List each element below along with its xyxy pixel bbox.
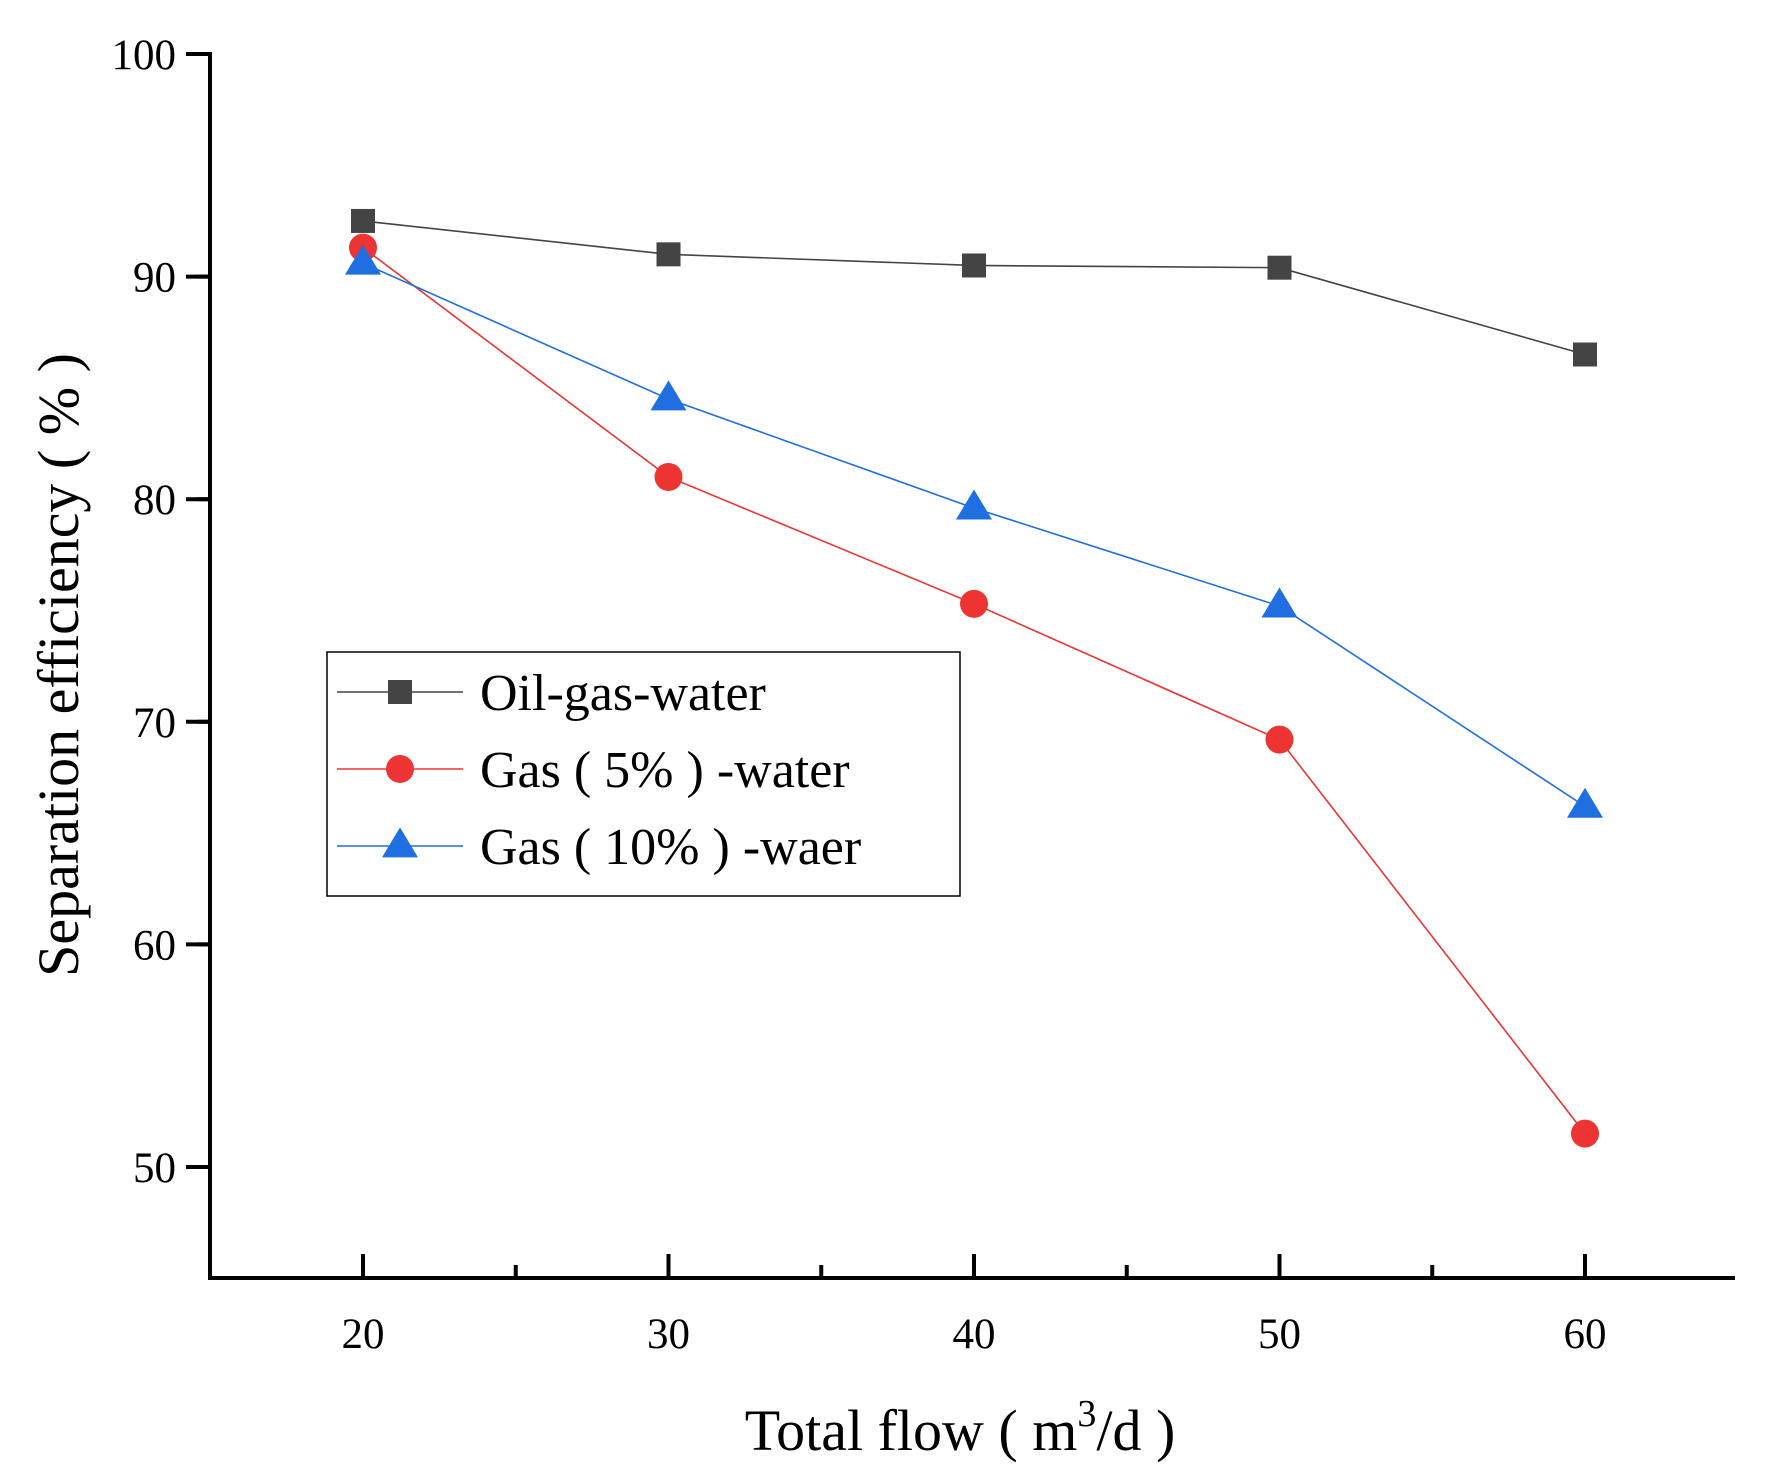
x-tick-label: 60 [1564, 1311, 1607, 1358]
legend: Oil-gas-water Gas ( 5% ) -water Gas ( 10% … [326, 651, 961, 897]
x-axis-title-unit: /d ) [1096, 1398, 1175, 1463]
y-tick-label: 70 [133, 700, 176, 747]
y-tick-label: 100 [112, 32, 177, 79]
point-square-marker [1267, 255, 1292, 280]
series-circle [349, 233, 1599, 1148]
point-triangle-marker [382, 827, 418, 858]
point-circle-marker [1571, 1119, 1599, 1148]
point-triangle-marker [1261, 587, 1298, 618]
series-layer [345, 208, 1603, 1148]
point-square-marker [388, 680, 412, 704]
point-triangle-marker [345, 244, 381, 275]
y-tick-label: 50 [133, 1145, 176, 1192]
point-square-marker [351, 208, 375, 233]
x-tick-label: 30 [647, 1311, 690, 1358]
axis-titles: Total flow ( m3/d ) Separation efficienc… [26, 353, 1175, 1463]
point-square-marker [962, 253, 986, 278]
legend-label: Gas ( 10% ) -waer [480, 819, 861, 876]
y-tick-label: 90 [133, 255, 176, 302]
legend-label: Gas ( 5% ) -water [480, 742, 850, 799]
point-circle-marker [960, 589, 988, 618]
x-tick-label: 50 [1258, 1311, 1301, 1358]
series-triangle [345, 244, 1603, 818]
x-axis-title-superscript: 3 [1077, 1393, 1096, 1435]
legend-label: Oil-gas-water [480, 665, 766, 722]
point-triangle-marker [650, 380, 687, 411]
series-square [351, 208, 1597, 367]
x-axis-title: Total flow ( m3/d ) [745, 1393, 1176, 1463]
series-line [362, 220, 1586, 356]
point-circle-marker [386, 755, 414, 783]
x-axis-title-main: Total flow ( m [745, 1398, 1078, 1463]
y-tick-label: 80 [133, 477, 176, 524]
point-square-marker [1573, 342, 1597, 367]
point-triangle-marker [1567, 787, 1603, 818]
axes: 50 60 70 80 90 100 20 30 40 50 60 [112, 32, 1735, 1358]
x-tick-label: 40 [953, 1311, 996, 1358]
point-circle-marker [654, 462, 683, 491]
x-tick-label: 20 [342, 1311, 385, 1358]
point-square-marker [656, 242, 681, 267]
y-tick-label: 60 [133, 922, 176, 969]
point-circle-marker [1265, 725, 1294, 754]
y-axis-title: Separation efficiency ( % ) [26, 353, 91, 977]
point-triangle-marker [956, 489, 992, 520]
